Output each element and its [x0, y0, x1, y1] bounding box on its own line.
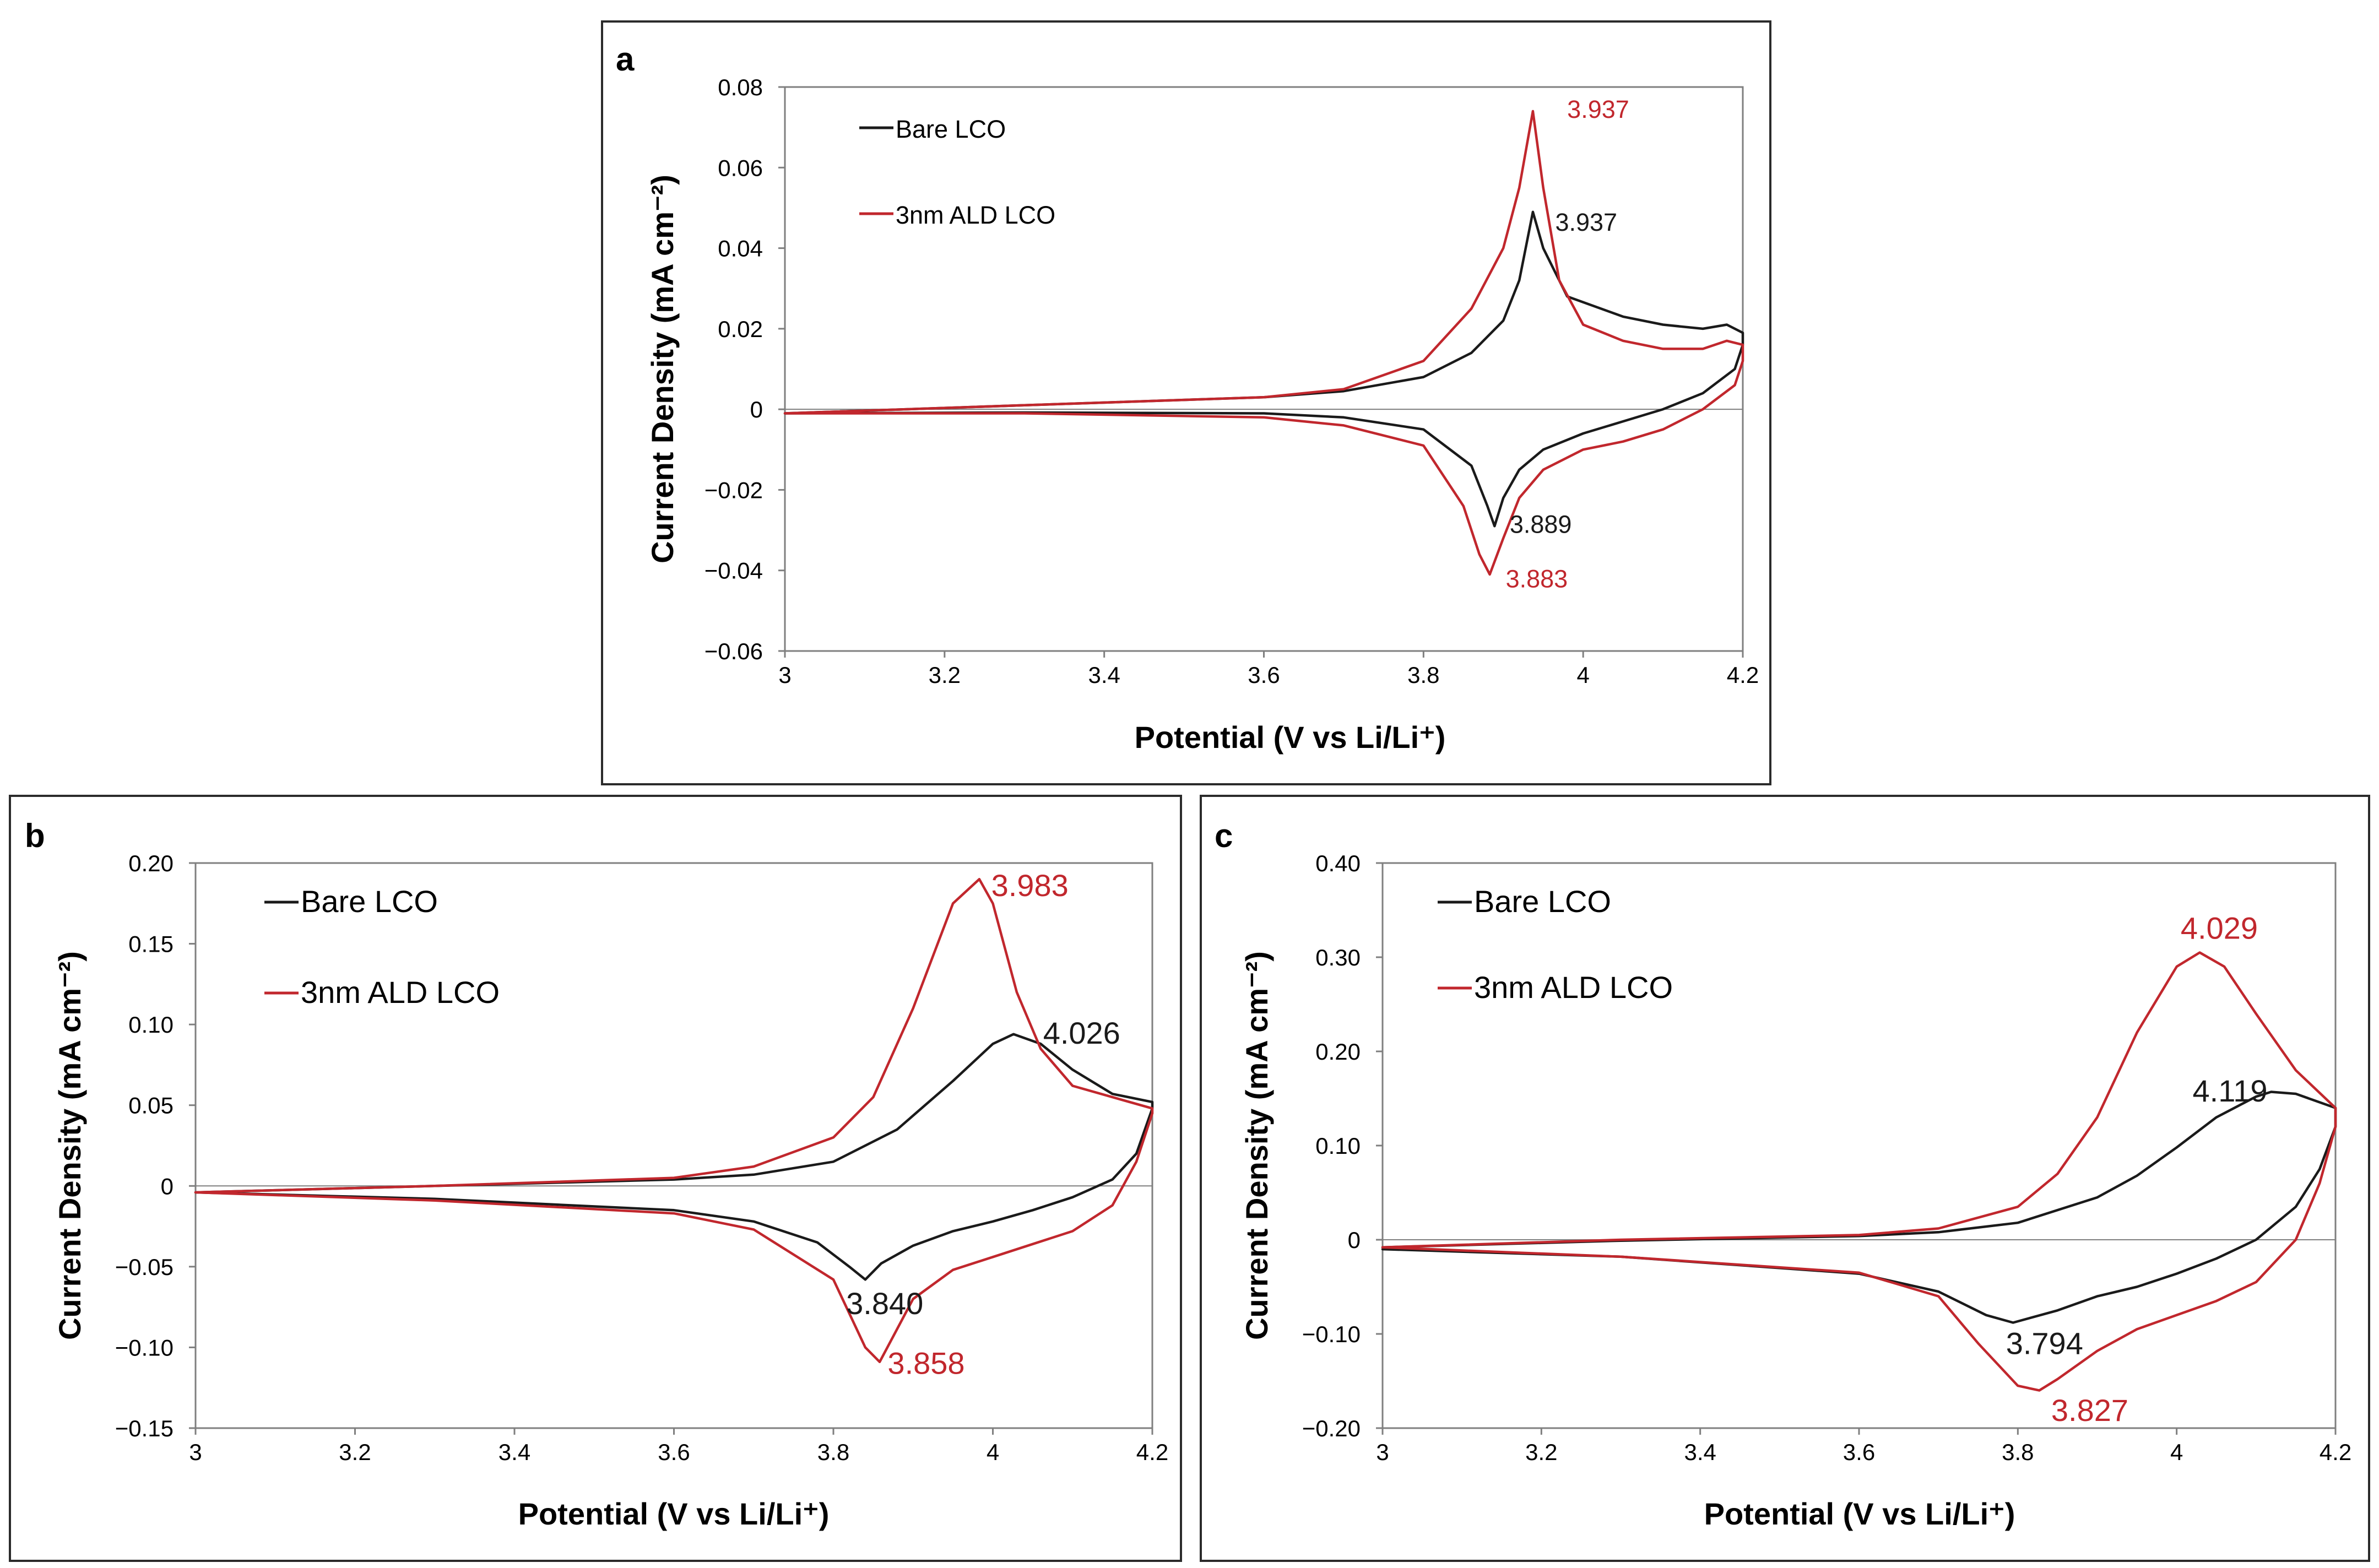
x-axis-title: Potential (V vs Li/Li⁺) [1135, 720, 1446, 755]
x-tick-label: 4.2 [1136, 1439, 1168, 1465]
x-tick-label: 3.8 [2002, 1439, 2034, 1465]
y-tick-label: 0.05 [128, 1093, 174, 1119]
y-tick-label: 0.08 [718, 74, 763, 100]
panel-letter: a [616, 41, 635, 78]
panel-a: a 3 3.2 3.4 3.6 3.8 4 4.2 −0.06 −0.04 −0.02 0 0.02 0.… [601, 20, 1771, 785]
x-tick-label: 3.4 [498, 1439, 530, 1465]
peak-label: 3.858 [887, 1346, 964, 1381]
peak-label: 4.029 [2181, 910, 2258, 945]
y-tick-label: −0.02 [705, 477, 763, 503]
x-tick-label: 3.2 [929, 662, 961, 688]
series-line-ald-lco [194, 878, 1154, 1364]
y-tick-label: 0.15 [128, 931, 174, 957]
legend-label: Bare LCO [1474, 884, 1611, 919]
y-tick-label: 0.30 [1315, 945, 1361, 970]
y-tick-label: 0.02 [718, 316, 763, 342]
x-tick-label: 3.4 [1088, 662, 1120, 688]
panel-b: b 3 3.2 3.4 3.6 3.8 4 4.2 −0.15 −0.10 −0.05 0 0.05 0.… [9, 795, 1182, 1562]
series-line-bare-lco [1381, 1090, 2337, 1324]
x-tick-label: 4.2 [1727, 662, 1759, 688]
y-tick-label: 0 [750, 397, 763, 422]
series-line-ald-lco [783, 110, 1744, 576]
y-tick-label: −0.05 [115, 1254, 174, 1280]
panel-frame [9, 795, 1182, 1562]
panel-letter: b [25, 817, 45, 854]
x-tick-label: 3.6 [1248, 662, 1280, 688]
panel-letter: c [1215, 817, 1233, 854]
x-tick-label: 3.6 [658, 1439, 690, 1465]
x-tick-label: 4 [1576, 662, 1589, 688]
peak-label: 3.794 [2006, 1326, 2083, 1361]
x-tick-label: 3.8 [817, 1439, 849, 1465]
x-axis-title: Potential (V vs Li/Li⁺) [518, 1496, 830, 1531]
legend-label: 3nm ALD LCO [896, 201, 1055, 229]
x-tick-label: 3 [778, 662, 791, 688]
x-axis-title: Potential (V vs Li/Li⁺) [1704, 1496, 2015, 1531]
peak-label: 3.840 [846, 1286, 923, 1321]
panel-c: c 3 3.2 3.4 3.6 3.8 4 4.2 −0.20 −0.10 0 0.10 0.20 0.3… [1200, 795, 2370, 1562]
y-tick-label: 0.06 [718, 155, 763, 181]
y-tick-label: 0.10 [1315, 1133, 1361, 1159]
series-line-bare-lco [194, 1033, 1154, 1281]
y-tick-label: 0.40 [1315, 850, 1361, 876]
x-tick-label: 4 [987, 1439, 999, 1465]
x-tick-label: 3 [1376, 1439, 1389, 1465]
y-tick-label: −0.06 [705, 638, 763, 664]
x-tick-label: 3.4 [1684, 1439, 1716, 1465]
legend-label: 3nm ALD LCO [1474, 970, 1673, 1005]
x-tick-label: 3.6 [1843, 1439, 1875, 1465]
y-tick-label: −0.10 [1302, 1321, 1361, 1347]
y-tick-label: −0.04 [705, 558, 763, 584]
panel-frame [1200, 795, 2370, 1562]
peak-label: 3.937 [1555, 208, 1617, 236]
peak-label: 3.937 [1567, 95, 1629, 123]
y-axis-title: Current Density (mA cm⁻²) [1239, 951, 1274, 1340]
peak-label: 3.883 [1506, 565, 1568, 593]
x-tick-label: 3.2 [339, 1439, 371, 1465]
y-tick-label: −0.20 [1302, 1415, 1361, 1441]
peak-label: 3.983 [991, 868, 1069, 903]
series-line-ald-lco [1381, 951, 2337, 1392]
y-tick-label: 0.20 [128, 850, 174, 876]
y-tick-label: 0 [161, 1173, 174, 1199]
y-tick-label: 0.04 [718, 236, 763, 262]
x-tick-label: 4 [2170, 1439, 2183, 1465]
peak-label: 4.119 [2193, 1073, 2268, 1108]
peak-label: 3.827 [2051, 1393, 2128, 1428]
peak-label: 4.026 [1043, 1016, 1120, 1050]
legend-label: Bare LCO [301, 884, 438, 919]
y-tick-label: 0 [1348, 1227, 1361, 1253]
x-tick-label: 4.2 [2320, 1439, 2351, 1465]
y-tick-label: 0.20 [1315, 1039, 1361, 1065]
y-tick-label: −0.10 [115, 1334, 174, 1360]
y-tick-label: 0.10 [128, 1012, 174, 1038]
x-tick-label: 3.8 [1407, 662, 1439, 688]
y-tick-label: −0.15 [115, 1415, 174, 1441]
x-tick-label: 3.2 [1525, 1439, 1557, 1465]
y-axis-title: Current Density (mA cm⁻²) [52, 951, 87, 1340]
panel-frame [601, 20, 1771, 785]
y-axis-title: Current Density (mA cm⁻²) [645, 175, 680, 563]
x-tick-label: 3 [189, 1439, 202, 1465]
legend-label: 3nm ALD LCO [301, 975, 500, 1010]
peak-label: 3.889 [1510, 511, 1572, 539]
legend-label: Bare LCO [896, 115, 1006, 143]
